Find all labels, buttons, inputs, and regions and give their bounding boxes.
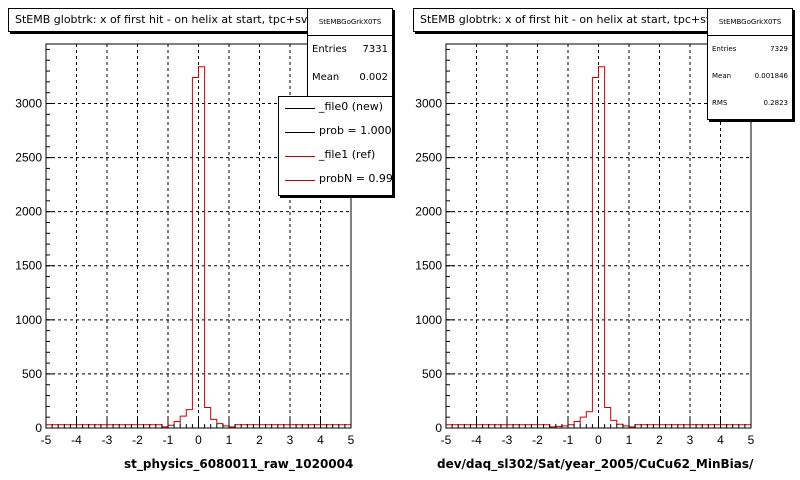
- x-tick-label: 2: [656, 433, 663, 447]
- legend-label: _file1 (ref): [319, 148, 376, 161]
- histogram-bin: [592, 78, 598, 428]
- legend-item-file0: _file0 (new): [279, 97, 392, 121]
- left-stats-entries-row: Entries 7331: [308, 36, 392, 64]
- histogram-bin: [611, 420, 617, 428]
- x-tick-label: -4: [471, 433, 482, 447]
- histogram-bin: [617, 424, 623, 428]
- histogram-bin: [217, 424, 223, 428]
- legend-item-prob: prob = 1.000000: [279, 121, 392, 145]
- y-tick-label: 2500: [15, 151, 42, 165]
- legend-swatch: [285, 180, 315, 181]
- left-mean-label: Mean: [312, 72, 340, 83]
- x-tick-label: 1: [626, 433, 633, 447]
- x-tick-label: 0: [595, 433, 602, 447]
- histogram-series-line: [446, 66, 751, 428]
- x-tick-label: 3: [287, 433, 294, 447]
- y-tick-label: 500: [22, 367, 42, 381]
- y-tick-label: 2000: [415, 205, 442, 219]
- histogram-bin: [174, 422, 180, 428]
- y-tick-label: 1500: [15, 259, 42, 273]
- histogram-bin: [186, 410, 192, 428]
- x-tick-label: 4: [317, 433, 324, 447]
- legend-item-probn: probN = 0.99991: [279, 169, 392, 193]
- histogram-bin: [586, 412, 592, 428]
- x-tick-label: -1: [563, 433, 574, 447]
- left-mean-value: 0.002: [359, 72, 388, 83]
- x-tick-label: 4: [717, 433, 724, 447]
- histogram-series-line: [46, 66, 351, 428]
- right-mean-value: 0.001846: [754, 72, 788, 80]
- x-tick-label: -4: [71, 433, 82, 447]
- x-tick-label: -3: [102, 433, 113, 447]
- y-tick-label: 2000: [15, 205, 42, 219]
- y-tick-label: 500: [422, 367, 442, 381]
- right-entries-value: 7329: [770, 45, 788, 53]
- right-rms-value: 0.2823: [763, 99, 789, 107]
- y-tick-label: 0: [435, 421, 442, 435]
- left-title: StEMB globtrk: x of first hit - on helix…: [8, 8, 319, 32]
- y-tick-label: 3000: [15, 96, 42, 110]
- x-tick-label: 5: [748, 433, 755, 447]
- x-tick-label: 1: [226, 433, 233, 447]
- histogram-bin: [180, 416, 186, 428]
- histogram-bin: [192, 78, 198, 428]
- right-mean-label: Mean: [712, 72, 732, 80]
- histogram-bin: [205, 407, 211, 428]
- y-tick-label: 1000: [15, 313, 42, 327]
- legend-item-file1: _file1 (ref): [279, 145, 392, 169]
- x-tick-label: 3: [687, 433, 694, 447]
- y-tick-label: 1500: [415, 259, 442, 273]
- left-x-title: st_physics_6080011_raw_1020004: [124, 457, 354, 471]
- left-stats-name: StEMBGoGrkX0TS: [308, 9, 392, 36]
- x-tick-label: 2: [256, 433, 263, 447]
- right-x-title: dev/daq_sl302/Sat/year_2005/CuCu62_MinBi…: [437, 457, 754, 471]
- right-title: StEMB globtrk: x of first hit - on helix…: [413, 8, 724, 32]
- y-tick-label: 0: [35, 421, 42, 435]
- x-tick-label: 5: [348, 433, 355, 447]
- histogram-bin: [605, 407, 611, 428]
- y-tick-label: 1000: [415, 313, 442, 327]
- legend-label: _file0 (new): [319, 100, 384, 113]
- y-tick-label: 3000: [415, 96, 442, 110]
- legend-label: probN = 0.99991: [319, 172, 393, 185]
- right-entries-label: Entries: [712, 45, 737, 53]
- right-stats-box: StEMBGoGrkX0TS Entries 7329 Mean 0.00184…: [707, 8, 793, 120]
- legend-swatch: [285, 132, 315, 133]
- right-stats-rms-row: RMS 0.2823: [708, 90, 792, 117]
- histogram-bin: [580, 417, 586, 428]
- left-legend: _file0 (new) prob = 1.000000 _file1 (ref…: [278, 96, 393, 196]
- right-stats-name: StEMBGoGrkX0TS: [708, 9, 792, 36]
- y-tick-label: 2500: [415, 151, 442, 165]
- x-tick-label: -1: [163, 433, 174, 447]
- x-tick-label: -5: [441, 433, 452, 447]
- x-tick-label: -3: [502, 433, 513, 447]
- x-tick-label: 0: [195, 433, 202, 447]
- left-entries-value: 7331: [362, 44, 388, 55]
- legend-swatch: [285, 156, 315, 157]
- x-tick-label: -2: [132, 433, 143, 447]
- left-stats-box: StEMBGoGrkX0TS Entries 7331 Mean 0.002: [307, 8, 393, 102]
- right-stats-mean-row: Mean 0.001846: [708, 63, 792, 90]
- histogram-bin: [574, 422, 580, 428]
- legend-label: prob = 1.000000: [319, 124, 392, 137]
- left-entries-label: Entries: [312, 44, 347, 55]
- right-rms-label: RMS: [712, 99, 728, 107]
- legend-swatch: [285, 108, 315, 109]
- histogram-bin: [211, 419, 217, 428]
- left-stats-mean-row: Mean 0.002: [308, 64, 392, 92]
- x-tick-label: -2: [532, 433, 543, 447]
- right-stats-entries-row: Entries 7329: [708, 36, 792, 63]
- x-tick-label: -5: [41, 433, 52, 447]
